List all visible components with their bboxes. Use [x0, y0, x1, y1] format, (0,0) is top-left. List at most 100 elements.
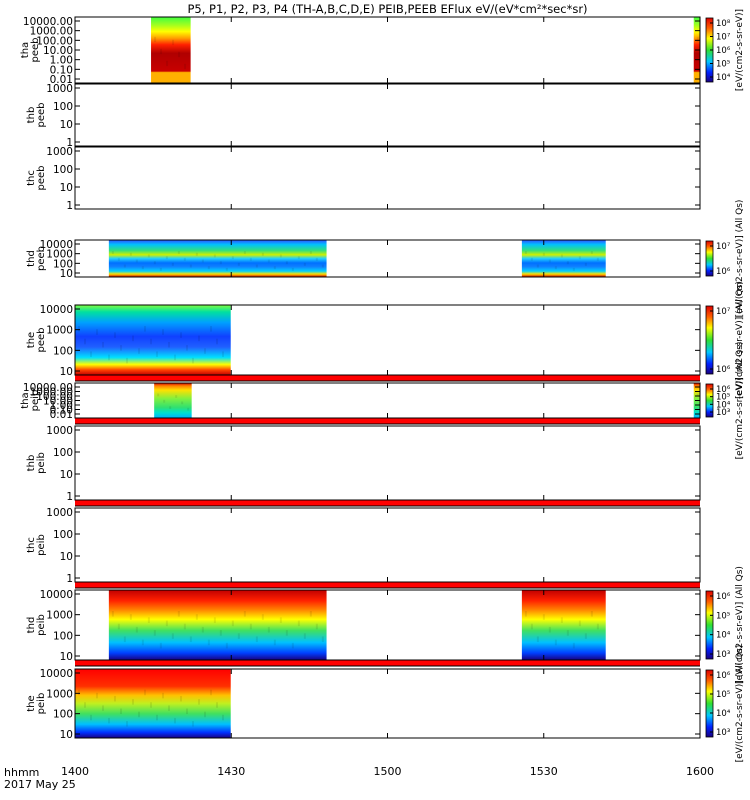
- colorbar-label: [eV/(cm2-s-sr-eV)]: [735, 9, 745, 91]
- spectrogram-texture: [530, 257, 533, 261]
- y-tick-label: 10: [60, 366, 73, 378]
- panel-probe-label: tha: [20, 42, 31, 58]
- spectrogram-texture: [120, 708, 122, 715]
- spectrogram-texture: [198, 335, 200, 342]
- spectrogram-texture: [174, 354, 176, 361]
- y-tick-label: 100: [53, 164, 73, 176]
- panel-thd-peib: 10000 1000 100 10 thd peib 10⁶ 10⁵ 10⁴ 10³ [eV/(cm…: [26, 566, 745, 684]
- colorbar-label: [eV/(cm2-s-sr-eV)] (All Qs): [735, 342, 745, 460]
- colorbar-label: [eV/(cm2-s-sr-eV)] (All Qs): [735, 281, 745, 399]
- y-tick-label: 10: [60, 469, 73, 481]
- separator-bar: [75, 418, 700, 424]
- spectrogram-texture: [126, 357, 128, 364]
- spectrogram-texture: [129, 252, 132, 256]
- x-tick-label: 1600: [686, 765, 714, 778]
- spectrogram-texture: [96, 692, 98, 699]
- colorbar-tick-label: 10⁵: [716, 690, 730, 700]
- spectrogram-texture: [180, 332, 182, 338]
- spectrogram-texture: [78, 689, 80, 696]
- spectrogram-texture: [261, 614, 264, 620]
- spectrogram-texture: [204, 711, 206, 718]
- spectrogram-texture: [315, 257, 318, 261]
- spectrogram-texture: [584, 633, 587, 639]
- spectrogram-texture: [548, 626, 551, 633]
- spectrogram-texture: [297, 620, 300, 627]
- y-tick-label: 1000: [46, 249, 73, 261]
- spectrogram-texture: [180, 695, 182, 702]
- spectrogram-texture: [187, 407, 190, 411]
- spectrogram-texture: [566, 630, 569, 636]
- y-tick-label: 1000: [46, 610, 73, 622]
- spectrogram-texture: [536, 636, 539, 643]
- spectrogram-texture: [192, 721, 194, 727]
- colorbar-tick-label: 10³: [716, 650, 730, 660]
- spectrogram-texture: [213, 254, 216, 258]
- spectrogram-texture: [231, 256, 234, 260]
- panel-instrument-label: peeb: [36, 328, 47, 353]
- spectrogram-texture: [225, 267, 228, 271]
- spectrogram-texture: [297, 256, 300, 260]
- spectrogram-texture: [321, 264, 324, 268]
- y-tick-label: 10: [60, 182, 73, 194]
- y-tick-label: 10000: [40, 239, 73, 251]
- spectrogram-texture: [222, 351, 224, 358]
- separator-bar: [75, 500, 700, 506]
- spectrogram-texture: [267, 259, 270, 263]
- spectrogram-texture: [126, 721, 128, 727]
- colorbar-label: [eV/(cm2-s-sr-eV)] (All Qs): [735, 200, 745, 318]
- panel-probe-label: thd: [26, 617, 37, 634]
- spectrogram-texture: [261, 252, 264, 256]
- panel-instrument-label: peib: [36, 452, 47, 474]
- colorbar-tick-label: 10⁶: [716, 46, 731, 56]
- spectrogram-texture: [216, 702, 218, 708]
- y-tick-label: 100: [53, 345, 73, 357]
- spectrogram-texture: [96, 329, 98, 335]
- spectrogram-texture: [184, 63, 187, 70]
- colorbar-tick-label: 10⁵: [716, 611, 730, 621]
- spectrogram-texture: [189, 264, 192, 268]
- spectrogram-texture: [135, 626, 138, 633]
- colorbar-label: [eV/(cm2-s-sr-eV)] (All Qs): [735, 645, 745, 763]
- spectrogram-texture: [150, 338, 152, 345]
- spectrogram-texture: [548, 259, 551, 263]
- spectrogram-texture: [195, 614, 198, 620]
- spectrogram-texture: [172, 39, 175, 46]
- page-title: P5, P1, P2, P3, P4 (TH-A,B,C,D,E) PEIB,P…: [187, 2, 588, 16]
- panel-instrument-label: peeb: [36, 103, 47, 128]
- spectrogram-texture: [175, 395, 178, 398]
- y-tick-label: 1: [66, 573, 73, 585]
- colorbar-tick-label: 10⁶: [716, 671, 731, 681]
- y-tick-label: 100.00: [36, 391, 73, 403]
- spectrogram-texture: [222, 714, 224, 721]
- spectrogram-texture: [154, 36, 157, 43]
- spectrogram-texture: [144, 326, 146, 332]
- spectrogram-block: [108, 590, 327, 660]
- spectrogram-texture: [123, 636, 126, 643]
- spectrogram-texture: [243, 251, 246, 255]
- y-tick-label: 1: [66, 137, 73, 149]
- spectrogram-texture: [696, 393, 699, 397]
- date-label: 2017 May 25: [4, 778, 76, 791]
- spectrogram-texture: [168, 705, 170, 711]
- panel-thc-peib: 1000 100 10 1 thc peib: [26, 507, 701, 585]
- spectrogram-texture: [90, 351, 92, 358]
- spectrogram-texture: [138, 711, 140, 718]
- spectrogram-texture: [153, 261, 156, 265]
- spectrogram-texture: [524, 611, 527, 617]
- spectrogram-texture: [159, 267, 162, 271]
- colorbar-tick-label: 10⁸: [716, 19, 731, 29]
- panel-the-peib: 10000 1000 100 10 the peib 10⁶ 10⁵ 10⁴ 10³ [eV/(cm…: [26, 645, 745, 763]
- spectrogram-texture: [237, 633, 240, 639]
- spectrogram-texture: [584, 262, 587, 266]
- colorbar: [705, 669, 714, 738]
- colorbar-tick-label: 10⁴: [716, 631, 731, 641]
- y-tick-label: 1000: [46, 146, 73, 158]
- spectrogram-texture: [181, 401, 184, 405]
- x-tick-label: 1430: [217, 765, 245, 778]
- panel-instrument-label: peib: [30, 390, 41, 412]
- y-tick-label: 10000: [40, 668, 73, 680]
- spectrogram-texture: [159, 642, 162, 649]
- spectrogram-texture: [147, 617, 150, 623]
- colorbar: [705, 240, 714, 277]
